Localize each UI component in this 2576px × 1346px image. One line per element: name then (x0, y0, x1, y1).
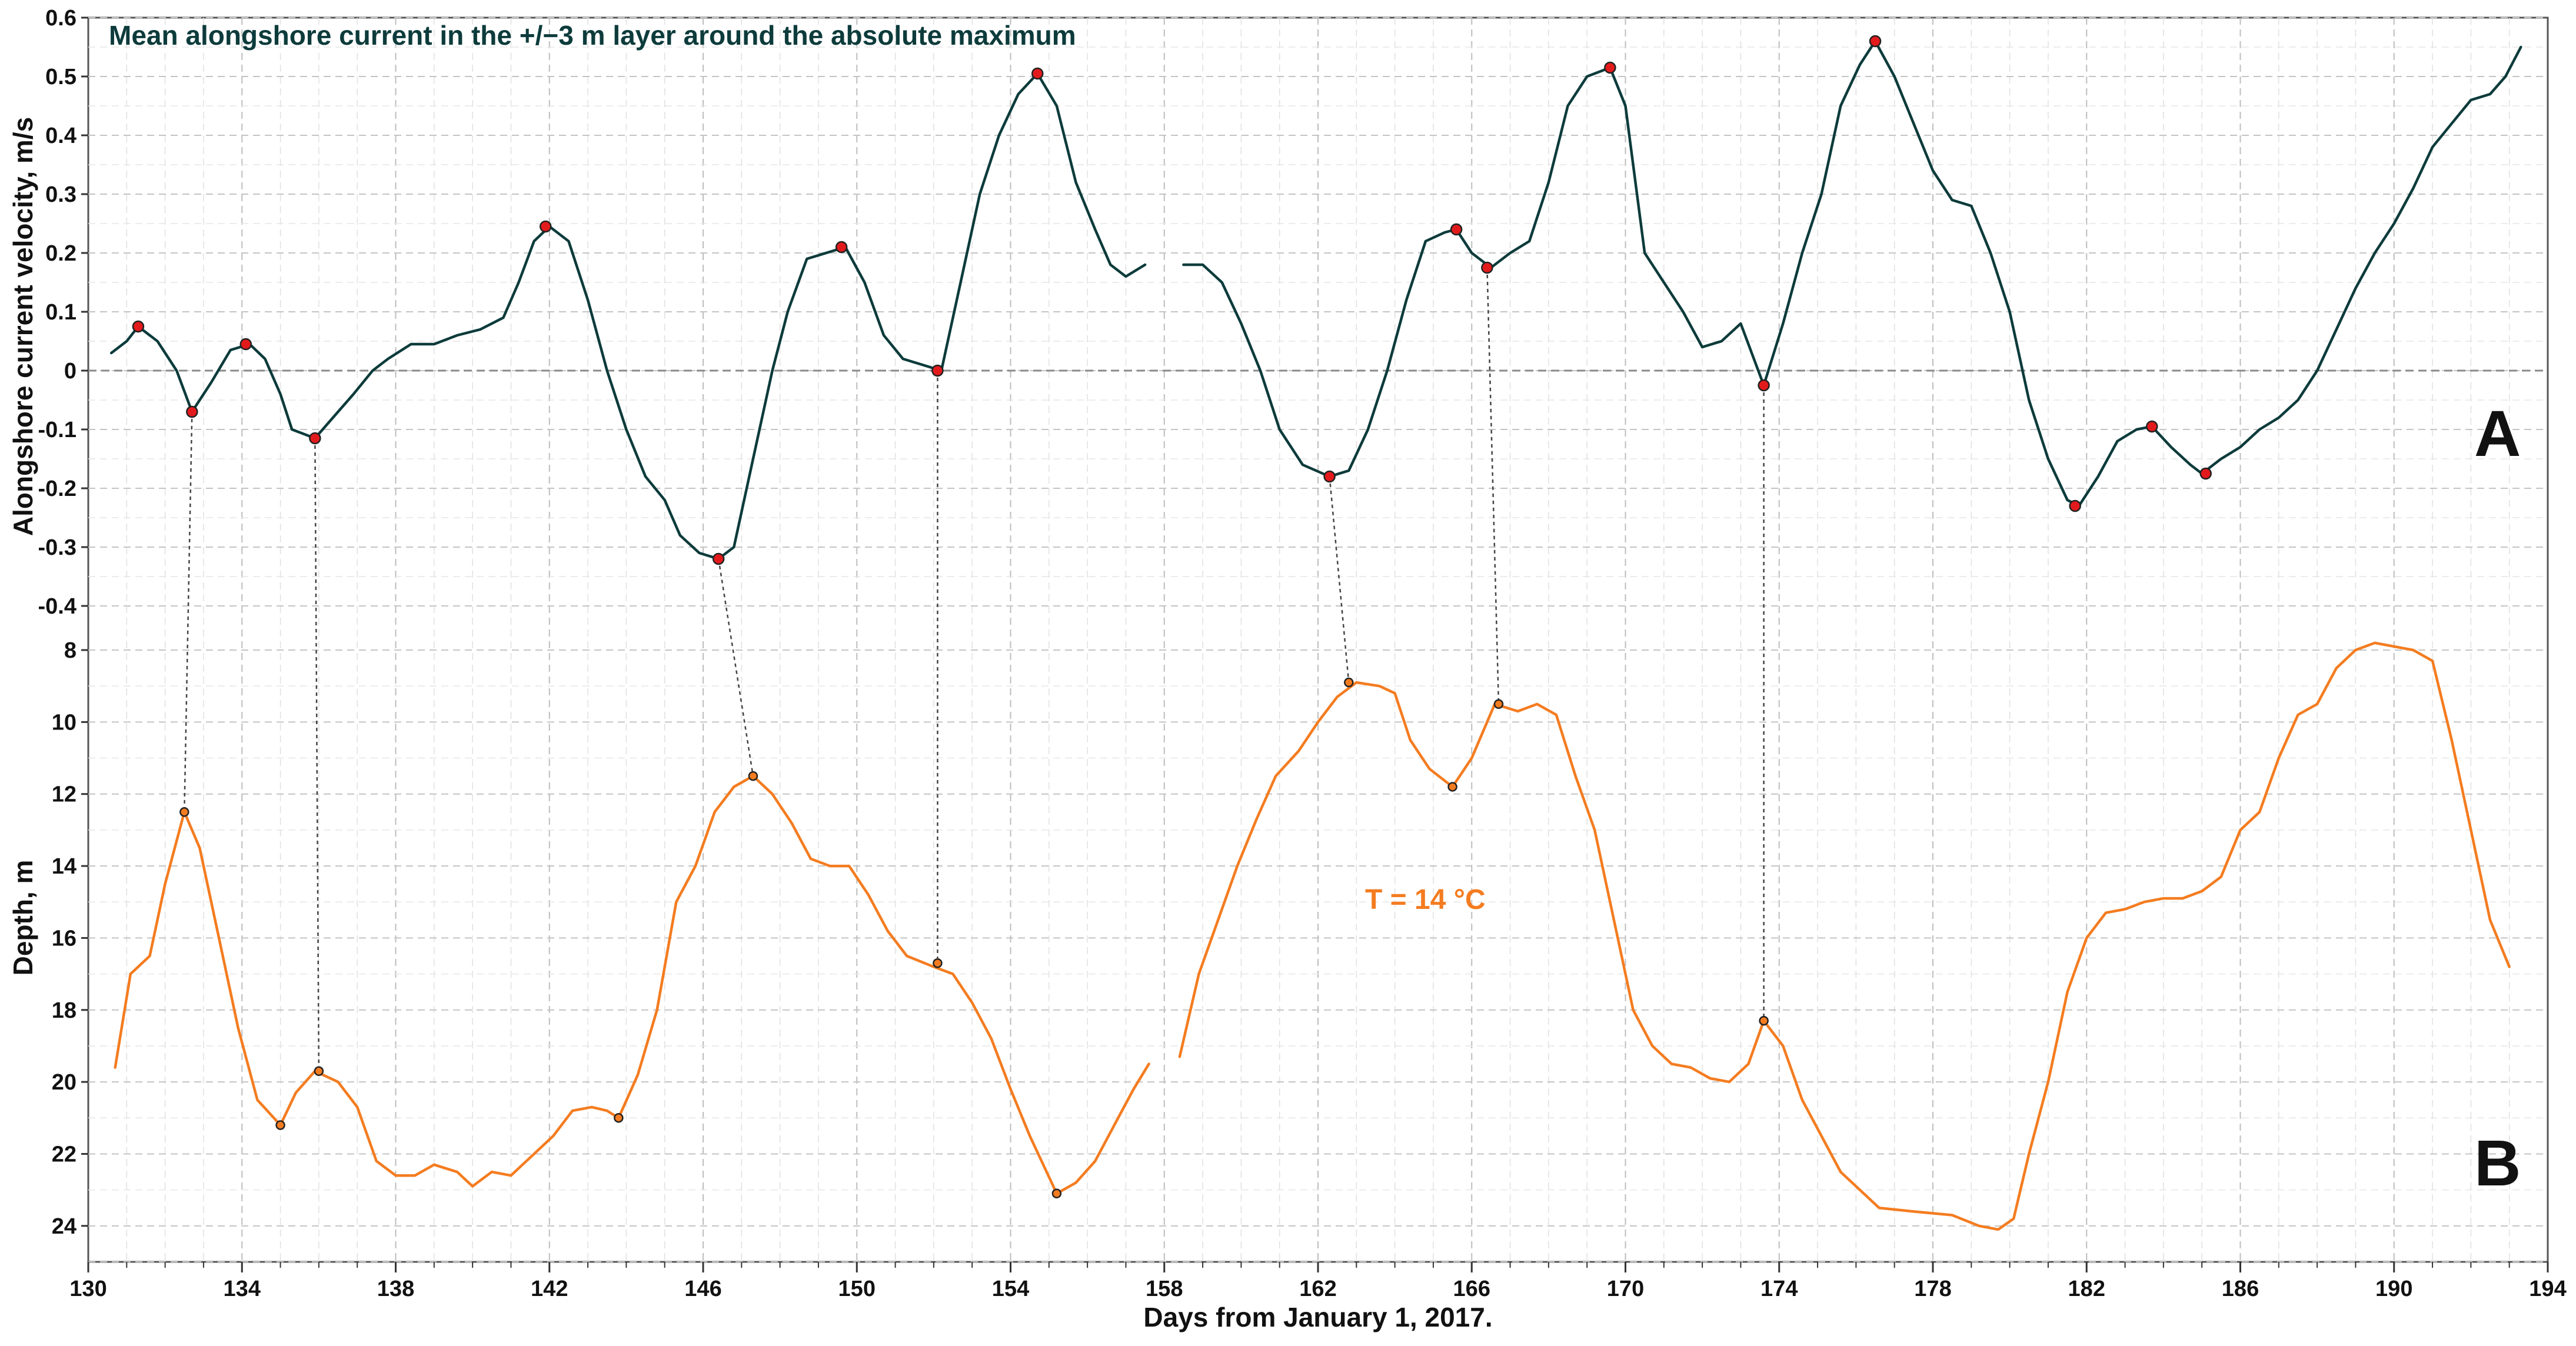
depth-extremum-marker (933, 958, 943, 968)
a-y-tick-label: 0.5 (45, 65, 76, 89)
velocity-extremum-marker (931, 364, 944, 377)
a-y-tick-label: 0.4 (45, 124, 76, 148)
depth-extremum-marker (314, 1066, 324, 1077)
x-axis-title: Days from January 1, 2017. (1143, 1302, 1492, 1332)
depth-extremum-marker (748, 771, 758, 781)
depth-extremum-marker (614, 1113, 624, 1123)
velocity-extremum-marker (539, 220, 552, 233)
b-y-tick-label: 8 (64, 638, 76, 663)
a-y-tick-label: 0.3 (45, 182, 76, 207)
b-y-tick-label: 10 (52, 710, 76, 735)
x-tick-label: 162 (1299, 1277, 1336, 1301)
x-tick-label: 158 (1146, 1277, 1183, 1301)
x-tick-label: 154 (992, 1277, 1029, 1301)
a-y-tick-label: -0.2 (38, 477, 76, 501)
velocity-series-line (109, 72, 1147, 561)
marker-layer (132, 35, 2212, 1199)
a-y-tick-label: -0.1 (38, 418, 76, 442)
connector-line (1486, 267, 1500, 704)
b-y-tick-label: 12 (52, 782, 76, 807)
panel-a-letter: A (2474, 398, 2521, 470)
velocity-extremum-marker (1450, 223, 1463, 236)
x-tick-label: 182 (2068, 1277, 2105, 1301)
depth-extremum-marker (1493, 699, 1504, 709)
velocity-extremum-marker (1758, 379, 1770, 392)
x-tick-label: 178 (1914, 1277, 1951, 1301)
x-tick-label: 174 (1760, 1277, 1798, 1301)
x-tick-label: 190 (2375, 1277, 2412, 1301)
connector-line (184, 411, 193, 812)
x-tick-label: 194 (2529, 1277, 2566, 1301)
b-y-tick-label: 20 (52, 1070, 76, 1095)
connector-line (717, 558, 754, 777)
x-tick-label: 134 (224, 1277, 261, 1301)
velocity-extremum-marker (1604, 61, 1616, 74)
velocity-extremum-marker (1869, 35, 1882, 48)
depth-extremum-marker (1344, 677, 1354, 688)
b-y-tick-label: 14 (52, 854, 76, 879)
velocity-extremum-marker (186, 405, 198, 418)
velocity-series-line (1182, 39, 2522, 508)
a-y-tick-label: 0.6 (45, 6, 76, 31)
chart-title: Mean alongshore current in the +/−3 m la… (109, 20, 1076, 51)
temperature-annotation: T = 14 °C (1365, 884, 1486, 915)
velocity-extremum-marker (309, 432, 321, 445)
connector-line (1329, 476, 1350, 683)
x-tick-label: 130 (69, 1277, 106, 1301)
a-y-tick-label: 0 (64, 359, 76, 384)
velocity-extremum-marker (1481, 261, 1493, 274)
panel-b-letter: B (2474, 1127, 2521, 1200)
x-tick-label: 166 (1453, 1277, 1490, 1301)
depth-extremum-marker (275, 1120, 285, 1130)
b-y-tick-label: 16 (52, 926, 76, 951)
b-y-tick-label: 22 (52, 1142, 76, 1167)
velocity-extremum-marker (132, 320, 145, 333)
b-y-tick-label: 18 (52, 998, 76, 1023)
connector-layer (184, 267, 1765, 1071)
x-tick-label: 186 (2222, 1277, 2259, 1301)
a-y-tick-label: 0.2 (45, 241, 76, 266)
b-y-tick-label: 24 (52, 1214, 76, 1239)
velocity-extremum-marker (712, 552, 725, 565)
velocity-extremum-marker (1031, 67, 1044, 80)
depth-extremum-marker (1051, 1188, 1062, 1199)
series-layer (109, 39, 2522, 1231)
plot-frame (87, 16, 2549, 1263)
a-y-tick-label: -0.3 (38, 535, 76, 560)
velocity-extremum-marker (239, 338, 252, 351)
x-tick-label: 142 (531, 1277, 568, 1301)
a-y-tick-label: 0.1 (45, 300, 76, 325)
x-tick-label: 150 (838, 1277, 876, 1301)
velocity-extremum-marker (835, 241, 848, 254)
depth-series-line (1178, 641, 2511, 1231)
x-tick-label: 146 (684, 1277, 721, 1301)
x-tick-label: 170 (1607, 1277, 1644, 1301)
depth-extremum-marker (1759, 1015, 1769, 1026)
grid-layer (88, 17, 2548, 1262)
velocity-extremum-marker (2146, 420, 2158, 433)
velocity-extremum-marker (2069, 499, 2081, 512)
y-axis-title-b: Depth, m (8, 860, 38, 976)
velocity-extremum-marker (1323, 470, 1336, 483)
x-tick-label: 138 (377, 1277, 414, 1301)
y-axis-title-a: Alongshore current velocity, m/s (8, 117, 38, 536)
tick-layer: 130 134 138 142 146 150 154 158 162 166 170 174 178 1… (38, 6, 2567, 1301)
velocity-extremum-marker (2199, 467, 2212, 480)
a-y-tick-label: -0.4 (38, 594, 76, 619)
depth-extremum-marker (1447, 782, 1457, 792)
depth-extremum-marker (179, 807, 189, 817)
